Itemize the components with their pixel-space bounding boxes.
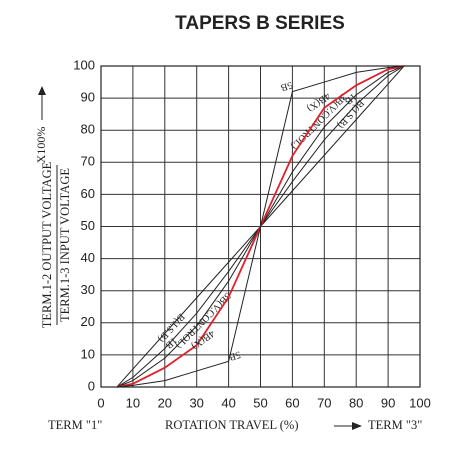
series-label: 5B: [279, 79, 294, 93]
x-tick-label: 50: [253, 395, 267, 410]
y-tick-label: 0: [88, 378, 95, 393]
y-tick-label: 30: [81, 282, 95, 297]
y-tick-label: 80: [81, 122, 95, 137]
x-tick-label: 100: [409, 395, 431, 410]
y-label-numerator: TERM.1-2 OUTPUT VOLTAGE: [40, 161, 54, 328]
x-tick-label: 0: [97, 395, 104, 410]
x-tick-label: 30: [189, 395, 203, 410]
x-tick-label: 10: [126, 395, 140, 410]
x-label-left: TERM "1": [48, 418, 102, 432]
x-tick-label: 20: [158, 395, 172, 410]
y-axis-label: TERM.1-2 OUTPUT VOLTAGE TERM.1-3 INPUT V…: [40, 161, 72, 328]
plot-frame: [100, 65, 421, 388]
y-tick-label: 100: [73, 57, 95, 72]
x-tick-label: 60: [285, 395, 299, 410]
y-tick-label: 10: [81, 346, 95, 361]
y-arrow-head: [38, 86, 46, 95]
y-tick-label: 50: [81, 218, 95, 233]
y-tick-label: 90: [81, 90, 95, 105]
x-tick-label: 90: [381, 395, 395, 410]
x-arrow-head: [352, 422, 362, 430]
x-label-right: TERM "3": [368, 418, 422, 432]
y-label-unit: X100%: [34, 127, 48, 164]
y-tick-label: 20: [81, 314, 95, 329]
chart-title: TAPERS B SERIES: [175, 13, 345, 34]
x-tick-label: 80: [349, 395, 363, 410]
series-line: [116, 65, 405, 388]
x-label: ROTATION TRAVEL (%): [165, 418, 298, 432]
x-tick-label: 70: [317, 395, 331, 410]
y-label-denominator: TERM.1-3 INPUT VOLTAGE: [58, 168, 72, 322]
y-tick-label: 40: [81, 250, 95, 265]
series-label: 5B: [227, 349, 242, 363]
y-tick-label: 70: [81, 154, 95, 169]
y-tick-label: 60: [81, 186, 95, 201]
x-tick-label: 40: [221, 395, 235, 410]
